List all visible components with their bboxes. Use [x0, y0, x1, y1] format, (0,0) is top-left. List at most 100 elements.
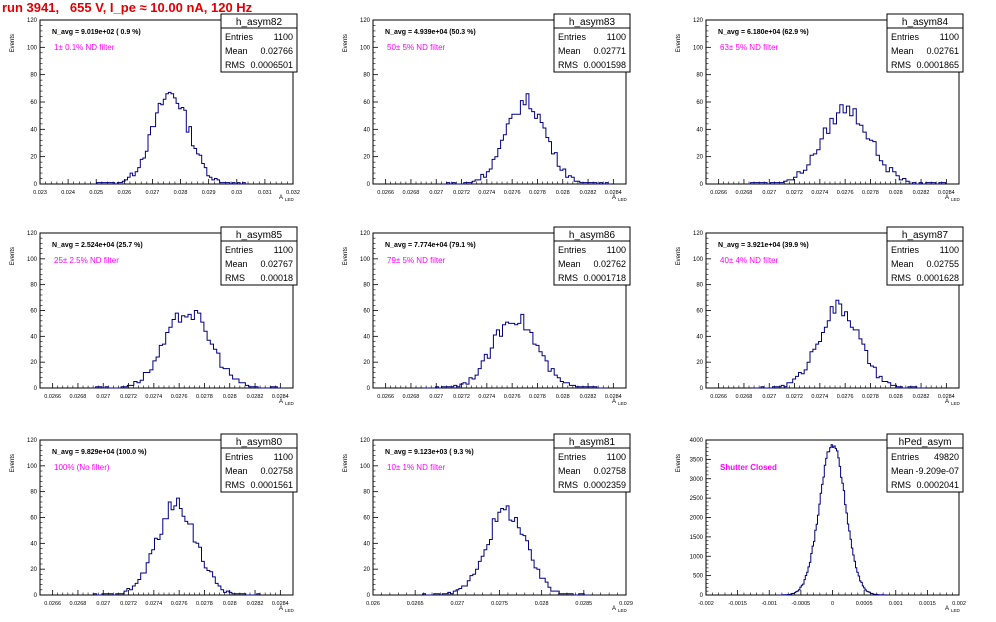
stats-label: Mean: [891, 46, 914, 56]
y-axis-label: Events: [343, 454, 349, 472]
y-axis-label: Events: [10, 34, 16, 52]
y-tick-label: 0: [700, 182, 704, 188]
stats-label: Mean: [558, 46, 581, 56]
stats-value: 0.02755: [926, 259, 959, 269]
y-tick-label: 120: [693, 18, 704, 24]
x-axis-label: A: [612, 399, 616, 405]
y-tick-label: 2000: [690, 516, 704, 522]
x-tick-label: 0.026: [117, 190, 131, 196]
navg-label: N_avg = 2.524e+04 (25.7 %): [52, 242, 143, 249]
y-tick-label: 60: [30, 100, 37, 106]
panel-h_asym84: Events 0 20 40 60 80 100 120 0.0266 0.0268 0.027 0.…: [676, 13, 964, 202]
stats-title: h_asym81: [569, 437, 616, 448]
x-tick-label: 0.0282: [247, 601, 264, 607]
y-tick-label: 20: [363, 360, 370, 366]
x-tick-label: 0.024: [61, 190, 75, 196]
panel-hPed_asym: Events 0 500 1000 1500 2000 2500 3000 3500 4000 -0…: [676, 433, 966, 613]
y-tick-label: 100: [27, 464, 38, 470]
stats-value: 0.02767: [260, 259, 293, 269]
stats-box: [220, 433, 298, 493]
x-tick-label: 0.0266: [377, 190, 394, 196]
x-tick-label: 0.0268: [70, 394, 87, 400]
y-tick-label: 100: [27, 257, 38, 263]
x-tick-label: 0.0272: [786, 394, 803, 400]
histogram-series: [747, 104, 946, 185]
stats-box: [886, 226, 964, 286]
x-tick-label: 0.028: [556, 394, 570, 400]
x-tick-label: 0.028: [174, 190, 188, 196]
x-tick-label: 0.0272: [453, 394, 470, 400]
histogram-series: [423, 313, 606, 389]
stats-label: Entries: [891, 245, 920, 255]
filter-label: 79± 5% ND filter: [387, 256, 446, 265]
y-tick-label: 60: [363, 100, 370, 106]
x-tick-label: 0.028: [535, 601, 549, 607]
stats-value: 0.0001628: [916, 273, 959, 283]
stats-title: h_asym87: [902, 230, 949, 241]
x-tick-label: 0.0282: [580, 394, 597, 400]
x-tick-label: 0.0282: [913, 190, 930, 196]
filter-label: 40± 4% ND filter: [720, 256, 779, 265]
x-tick-label: 0.0274: [478, 394, 495, 400]
navg-label: N_avg = 9.123e+03 ( 9.3 %): [385, 449, 474, 456]
histogram-series: [778, 444, 888, 596]
x-tick-label: 0.0268: [736, 190, 753, 196]
x-tick-label: 0.0276: [504, 394, 521, 400]
stats-label: Mean: [225, 259, 248, 269]
x-tick-label: 0.028: [556, 190, 570, 196]
stats-value: 0.02758: [593, 466, 626, 476]
y-tick-label: 80: [30, 73, 37, 79]
stats-box: [553, 13, 631, 73]
panel-h_asym80: Events 0 20 40 60 80 100 120 0.0266 0.0268 0.027 0.…: [10, 433, 298, 613]
y-tick-label: 40: [696, 127, 703, 133]
stats-label: RMS: [891, 480, 911, 490]
stats-value: 0.0002359: [583, 480, 626, 490]
y-tick-label: 120: [27, 438, 38, 444]
stats-value: 1100: [940, 32, 959, 42]
y-tick-label: 120: [27, 18, 38, 24]
x-tick-label: 0.0284: [605, 394, 622, 400]
panel-h_asym83: Events 0 20 40 60 80 100 120 0.0266 0.0268 0.027 0.…: [343, 13, 631, 202]
histogram-series: [752, 299, 926, 389]
x-tick-label: 0.0272: [453, 190, 470, 196]
stats-value: 1100: [274, 245, 293, 255]
x-tick-label: 0.0268: [403, 190, 420, 196]
stats-value: 0.0006501: [250, 60, 293, 70]
stats-box: [220, 226, 298, 286]
panel-h_asym86: Events 0 20 40 60 80 100 120 0.0266 0.0268 0.027 0.…: [343, 226, 631, 406]
x-axis-label-subscript: LED: [285, 401, 295, 406]
stats-value: 1100: [940, 245, 959, 255]
x-tick-label: 0.0272: [786, 190, 803, 196]
x-axis-label: A: [612, 606, 616, 612]
y-axis-label: Events: [676, 247, 682, 265]
filter-label: 25± 2.5% ND filter: [54, 256, 119, 265]
stats-label: RMS: [558, 60, 578, 70]
y-tick-label: 0: [367, 386, 371, 392]
y-tick-label: 80: [363, 73, 370, 79]
x-tick-label: 0.0276: [171, 394, 188, 400]
x-axis-label-subscript: LED: [951, 197, 961, 202]
y-tick-label: 2500: [690, 496, 704, 502]
y-tick-label: 20: [30, 567, 37, 573]
x-axis-label: A: [945, 399, 949, 405]
x-tick-label: 0.025: [89, 190, 103, 196]
x-tick-label: 0.032: [286, 190, 300, 196]
y-tick-label: 20: [30, 155, 37, 161]
y-tick-label: 0: [34, 182, 38, 188]
x-tick-label: 0.023: [33, 190, 47, 196]
stats-label: Mean: [891, 259, 914, 269]
x-tick-label: 0: [831, 601, 834, 607]
navg-label: N_avg = 9.019e+02 ( 0.9 %): [52, 29, 141, 36]
filter-label: Shutter Closed: [720, 463, 777, 472]
x-axis-label: A: [279, 606, 283, 612]
stats-title: h_asym84: [902, 17, 949, 28]
stats-title: h_asym80: [236, 437, 283, 448]
x-tick-label: 0.027: [96, 394, 110, 400]
navg-label: N_avg = 6.180e+04 (62.9 %): [718, 29, 809, 36]
y-tick-label: 100: [360, 257, 371, 263]
x-axis-label: A: [612, 195, 616, 201]
histogram-series: [441, 93, 611, 185]
x-tick-label: 0.0274: [145, 394, 162, 400]
x-tick-label: 0.029: [619, 601, 633, 607]
x-tick-label: 0.0272: [120, 601, 137, 607]
